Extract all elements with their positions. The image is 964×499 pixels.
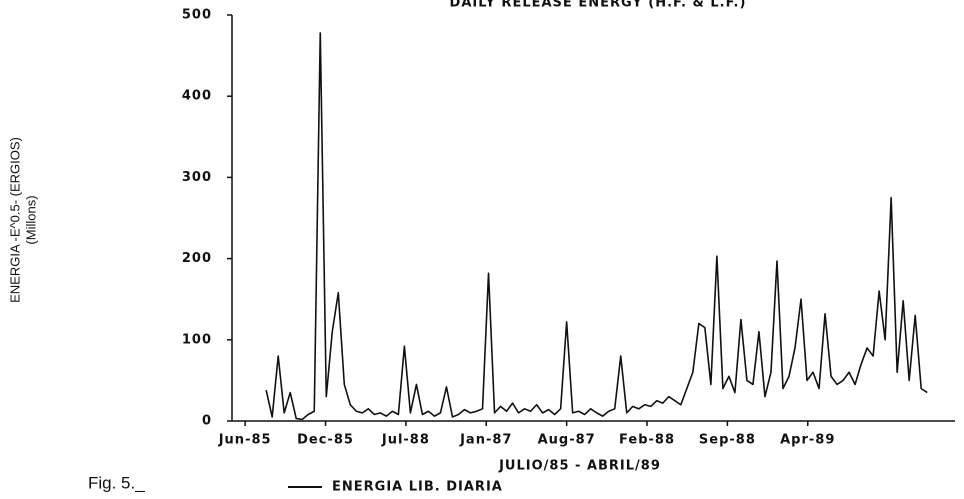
x-tick-label: Apr-89 — [780, 433, 835, 448]
x-tick-label: Jan-87 — [459, 433, 512, 448]
x-tick-label: Jul-88 — [381, 433, 430, 448]
x-tick-label: Feb-88 — [619, 433, 675, 448]
x-tick-label: Aug-87 — [538, 433, 596, 448]
y-tick-label: 500 — [182, 8, 212, 23]
x-tick-label: Jun-85 — [218, 433, 272, 448]
x-tick-label: Dec-85 — [297, 433, 354, 448]
legend-label: ENERGIA LIB. DIARIA — [332, 480, 503, 495]
y-tick-label: 200 — [182, 251, 212, 266]
y-tick-label: 0 — [202, 414, 212, 429]
x-axis-label: JULIO/85 - ABRIL/89 — [498, 459, 661, 474]
data-line — [265, 32, 928, 421]
y-tick-label: 400 — [182, 89, 212, 104]
y-axis-label: ENERGIA -E^0.5- (ERGIOS) — [7, 137, 22, 303]
y-tick-label: 100 — [182, 332, 212, 347]
y-axis-sublabel: (Millons) — [23, 195, 38, 244]
chart-title: DAILY RELEASE ENERGY (H.F. & L.F.) — [450, 0, 747, 11]
y-tick-label: 300 — [182, 170, 212, 185]
x-tick-label: Sep-88 — [699, 433, 756, 448]
figure-label: Fig. 5._ — [88, 473, 145, 492]
